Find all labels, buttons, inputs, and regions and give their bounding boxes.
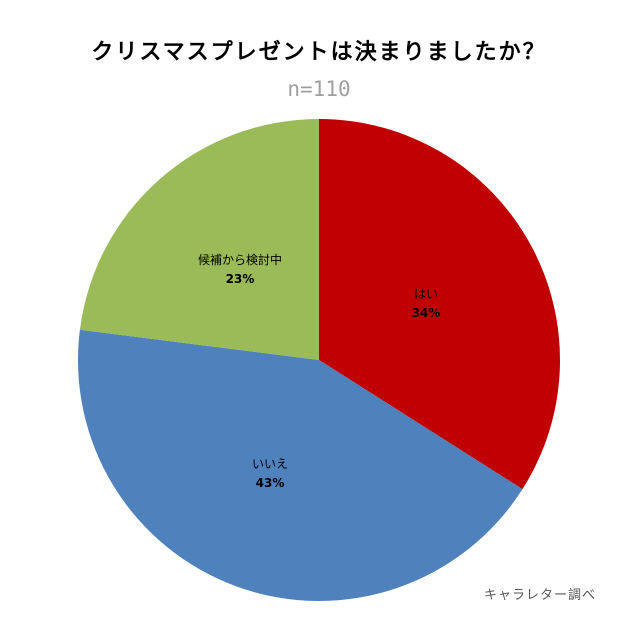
slice-label-name: 候補から検討中 — [197, 253, 283, 267]
chart-title: クリスマスプレゼントは決まりましたか？ — [91, 40, 547, 65]
slice-label-percent: 23% — [225, 272, 255, 286]
slice-considering — [79, 119, 319, 360]
slice-label-considering: 候補から検討中 23% — [198, 251, 282, 289]
slice-no — [78, 329, 523, 602]
slice-label-percent: 34% — [411, 306, 441, 320]
slice-label-name: いいえ — [251, 457, 289, 471]
slice-label-name: はい — [413, 287, 439, 301]
slice-label-no: いいえ 43% — [252, 455, 288, 493]
source-note: キャラレター調べ — [484, 588, 597, 603]
slice-label-yes: はい 34% — [412, 285, 441, 323]
slice-yes — [319, 119, 560, 490]
sample-size: n=110 — [287, 77, 351, 101]
slice-label-percent: 43% — [255, 476, 285, 490]
